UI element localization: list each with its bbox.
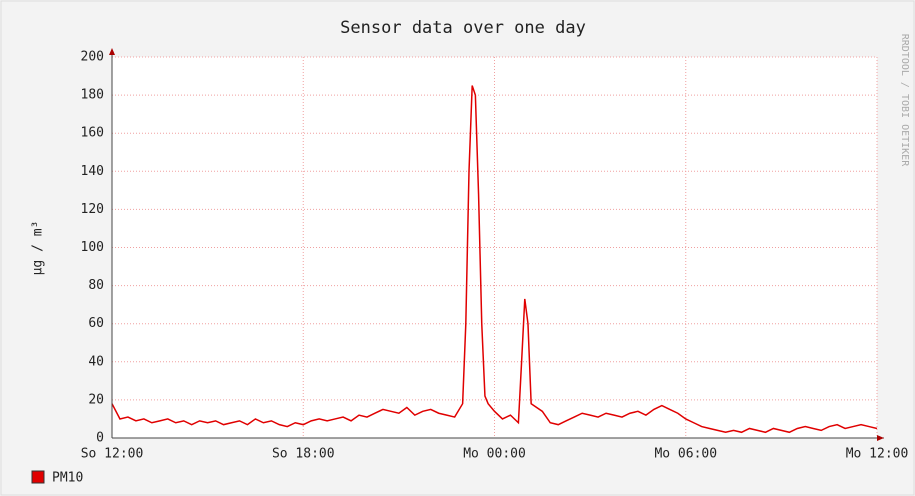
legend-label: PM10 <box>52 471 83 486</box>
y-tick-label: 120 <box>81 202 104 217</box>
y-tick-label: 160 <box>81 126 104 141</box>
marks <box>111 85 878 434</box>
watermark: RRDTOOL / TOBI OETIKER <box>899 34 910 167</box>
x-tick-label: Mo 00:00 <box>463 447 526 462</box>
y-axis-label: µg / m³ <box>31 221 46 276</box>
y-tick-label: 140 <box>81 164 104 179</box>
y-tick-label: 80 <box>88 278 104 293</box>
x-tick-label: Mo 06:00 <box>654 447 717 462</box>
data-line <box>111 85 878 434</box>
x-tick-label: So 12:00 <box>81 447 144 462</box>
y-tick-label: 0 <box>96 431 104 446</box>
chart-title: Sensor data over one day <box>340 18 586 38</box>
y-tick-label: 40 <box>88 354 104 369</box>
legend-swatch <box>31 470 45 484</box>
y-tick-label: 60 <box>88 316 104 331</box>
y-tick-label: 180 <box>81 88 104 103</box>
y-arrow <box>109 48 115 55</box>
x-arrow <box>877 435 884 441</box>
y-tick-label: 200 <box>81 50 104 65</box>
y-tick-label: 100 <box>81 240 104 255</box>
x-tick-label: So 18:00 <box>272 447 335 462</box>
x-tick-label: Mo 12:00 <box>846 447 909 462</box>
y-tick-label: 20 <box>88 392 104 407</box>
